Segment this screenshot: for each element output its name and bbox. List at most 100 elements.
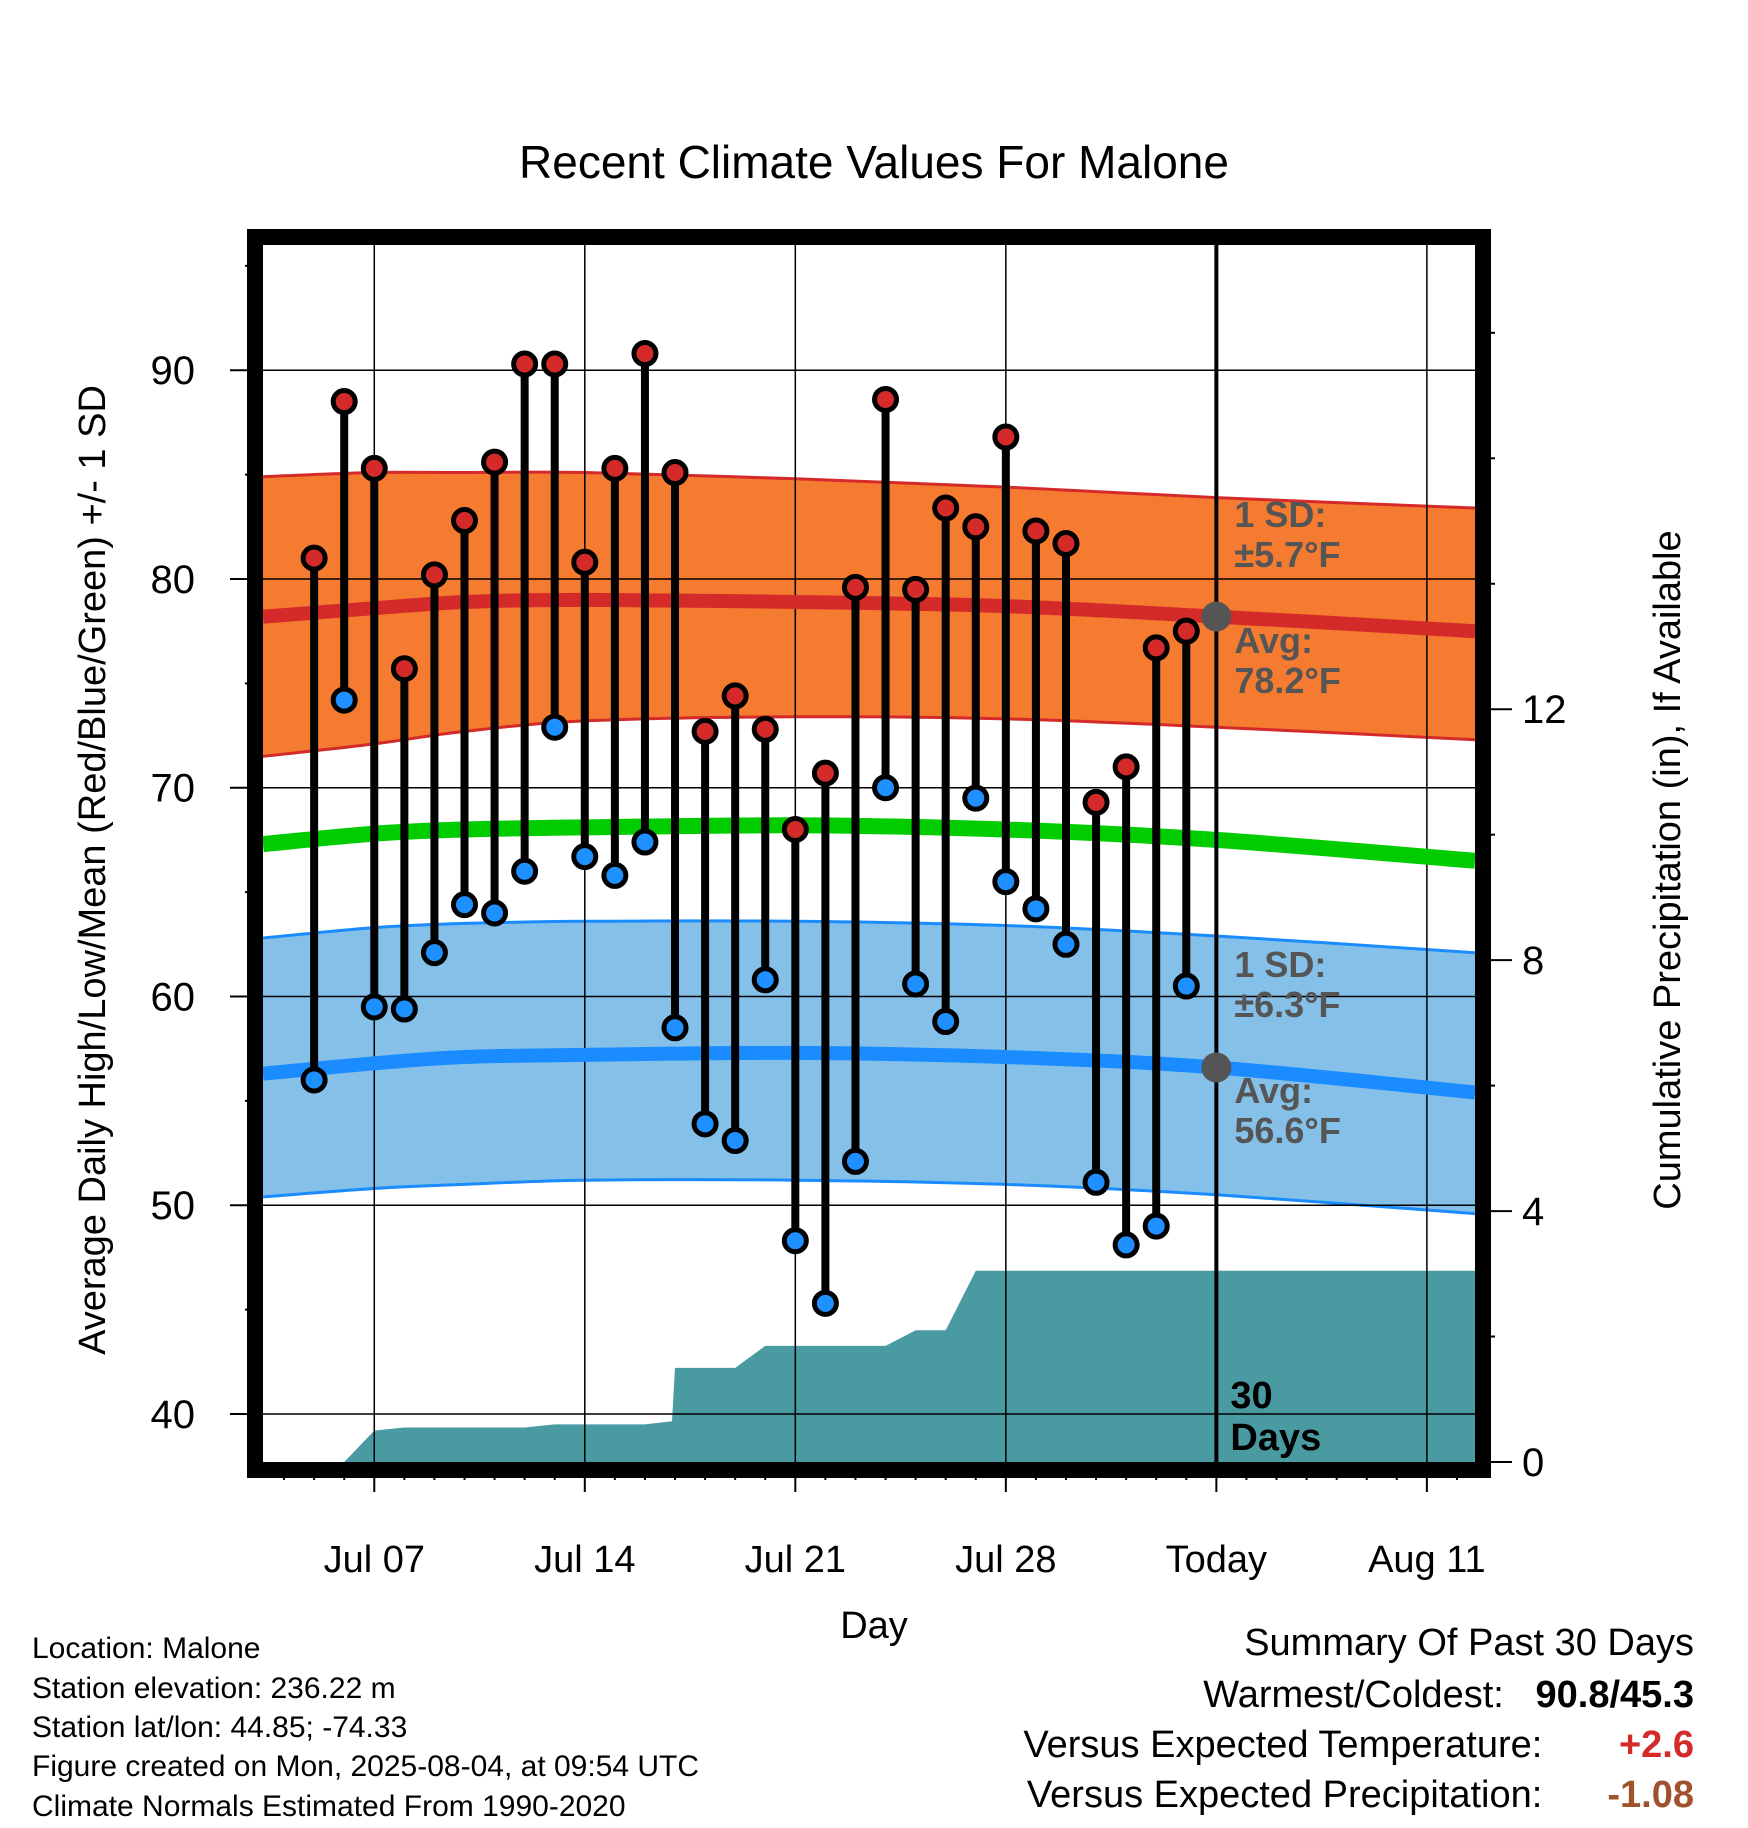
plot-frame — [247, 229, 1491, 1478]
daily-low-point — [721, 1127, 749, 1155]
daily-high-point — [1172, 617, 1200, 645]
daily-low-point — [691, 1110, 719, 1138]
today-high-normal-marker — [1201, 601, 1232, 632]
x-tick-label: Jul 07 — [324, 1539, 425, 1581]
y-axis-left-label: Average Daily High/Low/Mean (Red/Blue/Gr… — [72, 385, 114, 1355]
daily-low-point — [781, 1227, 809, 1255]
daily-high-point — [691, 717, 719, 745]
daily-high-point — [390, 655, 418, 683]
x-tick-label: Jul 28 — [955, 1539, 1056, 1581]
y-left-tick-label: 50 — [151, 1184, 196, 1228]
summary-precip-row: Versus Expected Precipitation: -1.08 — [1027, 1774, 1694, 1817]
daily-high-point — [811, 759, 839, 787]
daily-low-point — [962, 784, 990, 812]
summary-title: Summary Of Past 30 Days — [1244, 1622, 1694, 1664]
daily-low-point — [360, 993, 388, 1021]
daily-high-point — [841, 573, 869, 601]
daily-high-point — [661, 459, 689, 487]
low-sd-label: 1 SD: — [1234, 944, 1326, 985]
daily-high-point — [1142, 634, 1170, 662]
daily-low-point — [872, 774, 900, 802]
high-sd-band — [263, 472, 1475, 757]
plot-inner — [263, 245, 1475, 1462]
y-left-tick-label: 90 — [151, 349, 196, 393]
daily-high-point — [631, 340, 659, 368]
daily-low-point — [1052, 930, 1080, 958]
daily-high-point — [1112, 753, 1140, 781]
daily-low-point — [631, 828, 659, 856]
chart-title: Recent Climate Values For Malone — [519, 136, 1229, 188]
daily-high-point — [420, 561, 448, 589]
daily-low-point — [932, 1008, 960, 1036]
daily-low-point — [1142, 1212, 1170, 1240]
x-tick-label: Today — [1166, 1539, 1267, 1581]
summary-temp-row: Versus Expected Temperature: +2.6 — [1023, 1724, 1694, 1767]
days-label-number: 30 — [1230, 1375, 1272, 1417]
daily-high-point — [1022, 517, 1050, 545]
x-axis-label: Day — [840, 1605, 908, 1647]
high-sd-label: 1 SD: — [1234, 494, 1326, 535]
high-avg-value: 78.2°F — [1234, 660, 1340, 701]
info-elevation: Station elevation: 236.22 m — [32, 1672, 396, 1705]
days-label-text: Days — [1230, 1417, 1321, 1459]
daily-high-point — [962, 513, 990, 541]
daily-low-point — [1172, 972, 1200, 1000]
high-sd-value: ±5.7°F — [1234, 534, 1340, 575]
daily-low-point — [390, 995, 418, 1023]
summary-precip-label: Versus Expected Precipitation: — [1026, 1774, 1543, 1816]
daily-low-point — [992, 868, 1020, 896]
low-sd-value: ±6.3°F — [1234, 984, 1340, 1025]
y-left-tick-label: 40 — [151, 1393, 196, 1437]
daily-low-point — [1082, 1168, 1110, 1196]
daily-low-point — [841, 1147, 869, 1175]
daily-low-point — [751, 966, 779, 994]
summary-temp-value: +2.6 — [1618, 1724, 1694, 1766]
daily-low-point — [811, 1289, 839, 1317]
daily-high-point — [450, 507, 478, 535]
y-right-tick-label: 4 — [1522, 1190, 1544, 1234]
daily-high-point — [1082, 788, 1110, 816]
y-left-tick-label: 70 — [151, 767, 196, 811]
info-created: Figure created on Mon, 2025-08-04, at 09… — [32, 1750, 700, 1783]
x-tick-label: Aug 11 — [1368, 1539, 1486, 1581]
info-location: Location: Malone — [32, 1632, 261, 1665]
daily-high-point — [571, 548, 599, 576]
y-axis-right-label: Cumulative Precipitation (in), If Availa… — [1647, 530, 1689, 1209]
daily-high-point — [481, 448, 509, 476]
daily-low-point — [481, 899, 509, 927]
x-tick-label: Jul 21 — [745, 1539, 846, 1581]
daily-low-point — [1112, 1231, 1140, 1259]
daily-high-point — [360, 454, 388, 482]
daily-high-point — [992, 423, 1020, 451]
y-left-tick-label: 80 — [151, 558, 196, 602]
low-avg-value: 56.6°F — [1234, 1110, 1340, 1151]
daily-low-point — [511, 857, 539, 885]
daily-high-point — [330, 388, 358, 416]
daily-low-point — [300, 1066, 328, 1094]
daily-high-point — [300, 544, 328, 572]
summary-warmest-row: Warmest/Coldest: 90.8/45.3 — [1203, 1674, 1694, 1717]
summary-temp-label: Versus Expected Temperature: — [1023, 1724, 1543, 1766]
info-normals: Climate Normals Estimated From 1990-2020 — [32, 1790, 626, 1823]
summary-precip-value: -1.08 — [1607, 1774, 1694, 1816]
daily-high-point — [511, 350, 539, 378]
daily-low-point — [601, 861, 629, 889]
daily-low-point — [571, 843, 599, 871]
high-avg-label: Avg: — [1234, 620, 1313, 661]
summary-warmest-label: Warmest/Coldest: — [1203, 1674, 1504, 1716]
daily-low-point — [661, 1014, 689, 1042]
x-tick-label: Jul 14 — [534, 1539, 635, 1581]
daily-high-point — [872, 385, 900, 413]
daily-low-point — [1022, 895, 1050, 923]
daily-low-point — [330, 686, 358, 714]
daily-low-point — [450, 891, 478, 919]
daily-low-point — [902, 970, 930, 998]
today-low-normal-marker — [1201, 1052, 1232, 1083]
daily-high-point — [932, 494, 960, 522]
y-left-tick-label: 60 — [151, 975, 196, 1019]
y-right-tick-label: 12 — [1522, 688, 1567, 732]
daily-high-point — [781, 815, 809, 843]
info-latlon: Station lat/lon: 44.85; -74.33 — [32, 1711, 408, 1744]
daily-high-point — [1052, 530, 1080, 558]
